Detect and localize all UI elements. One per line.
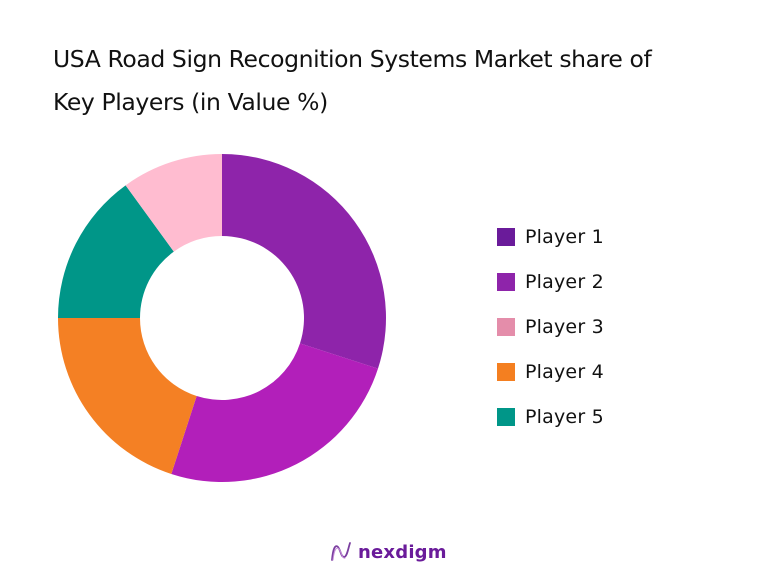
legend-label: Player 3 [525,315,604,338]
logo-text: nexdigm [358,541,447,563]
legend-swatch [497,272,515,291]
donut-slice-player-5 [58,185,174,318]
donut-slice-player-1 [222,154,386,369]
chart-title: USA Road Sign Recognition Systems Market… [53,38,753,124]
legend-swatch [497,317,515,336]
legend-item-player-4: Player 4 [497,349,604,394]
nexdigm-logo: nexdigm [330,541,447,563]
donut-slice-player-3 [125,154,222,252]
chart-legend: Player 1 Player 2 Player 3 Player 4 Play… [497,214,604,439]
donut-slice-player-4 [58,318,197,474]
legend-item-player-2: Player 2 [497,259,604,304]
legend-item-player-3: Player 3 [497,304,604,349]
legend-label: Player 4 [525,360,604,383]
legend-label: Player 2 [525,270,604,293]
chart-title-line-1: USA Road Sign Recognition Systems Market… [53,45,652,73]
legend-swatch [497,407,515,426]
legend-swatch [497,227,515,246]
legend-label: Player 1 [525,225,604,248]
legend-item-player-1: Player 1 [497,214,604,259]
chart-title-line-2: Key Players (in Value %) [53,88,328,116]
legend-item-player-5: Player 5 [497,394,604,439]
legend-swatch [497,362,515,381]
nexdigm-wave-icon [331,542,351,561]
donut-slice-player-2 [171,343,378,482]
legend-label: Player 5 [525,405,604,428]
